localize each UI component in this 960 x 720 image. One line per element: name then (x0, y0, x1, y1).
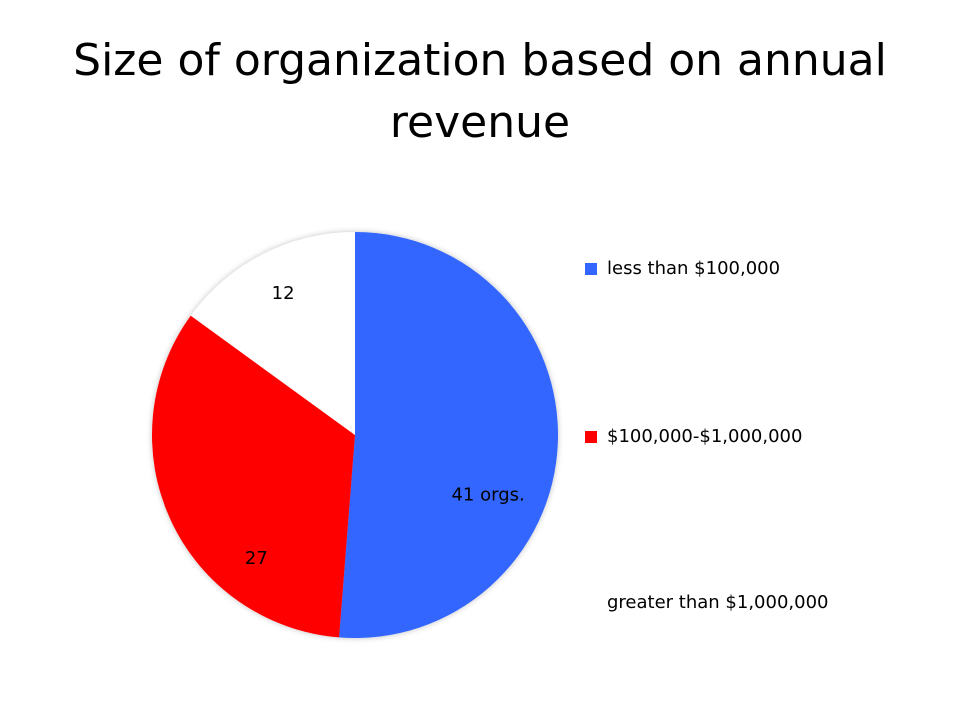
legend-swatch-white (585, 596, 597, 609)
legend-item-less-than-100k: less than $100,000 (585, 258, 780, 279)
chart-title: Size of organization based on annual rev… (73, 35, 887, 148)
pie-slices (152, 232, 559, 638)
pie-slice-greater-than-1m (190, 232, 355, 435)
data-label-100k-to-1m: 27 (245, 548, 268, 569)
legend-label: $100,000-$1,000,000 (607, 426, 803, 447)
legend-swatch-blue (585, 262, 597, 275)
legend-item-greater-than-1m: greater than $1,000,000 (585, 592, 828, 613)
legend-item-100k-to-1m: $100,000-$1,000,000 (585, 426, 802, 447)
pie-slice-less-than-100k (339, 232, 559, 638)
pie-data-labels: 41 orgs. 27 12 (245, 283, 525, 569)
legend-swatch-red (585, 430, 597, 443)
pie-slice-100k-to-1m (152, 315, 355, 638)
legend-label: less than $100,000 (607, 258, 781, 279)
legend-label: greater than $1,000,000 (607, 592, 829, 613)
data-label-less-than-100k: 41 orgs. (451, 484, 524, 505)
data-label-greater-than-1m: 12 (272, 283, 295, 304)
